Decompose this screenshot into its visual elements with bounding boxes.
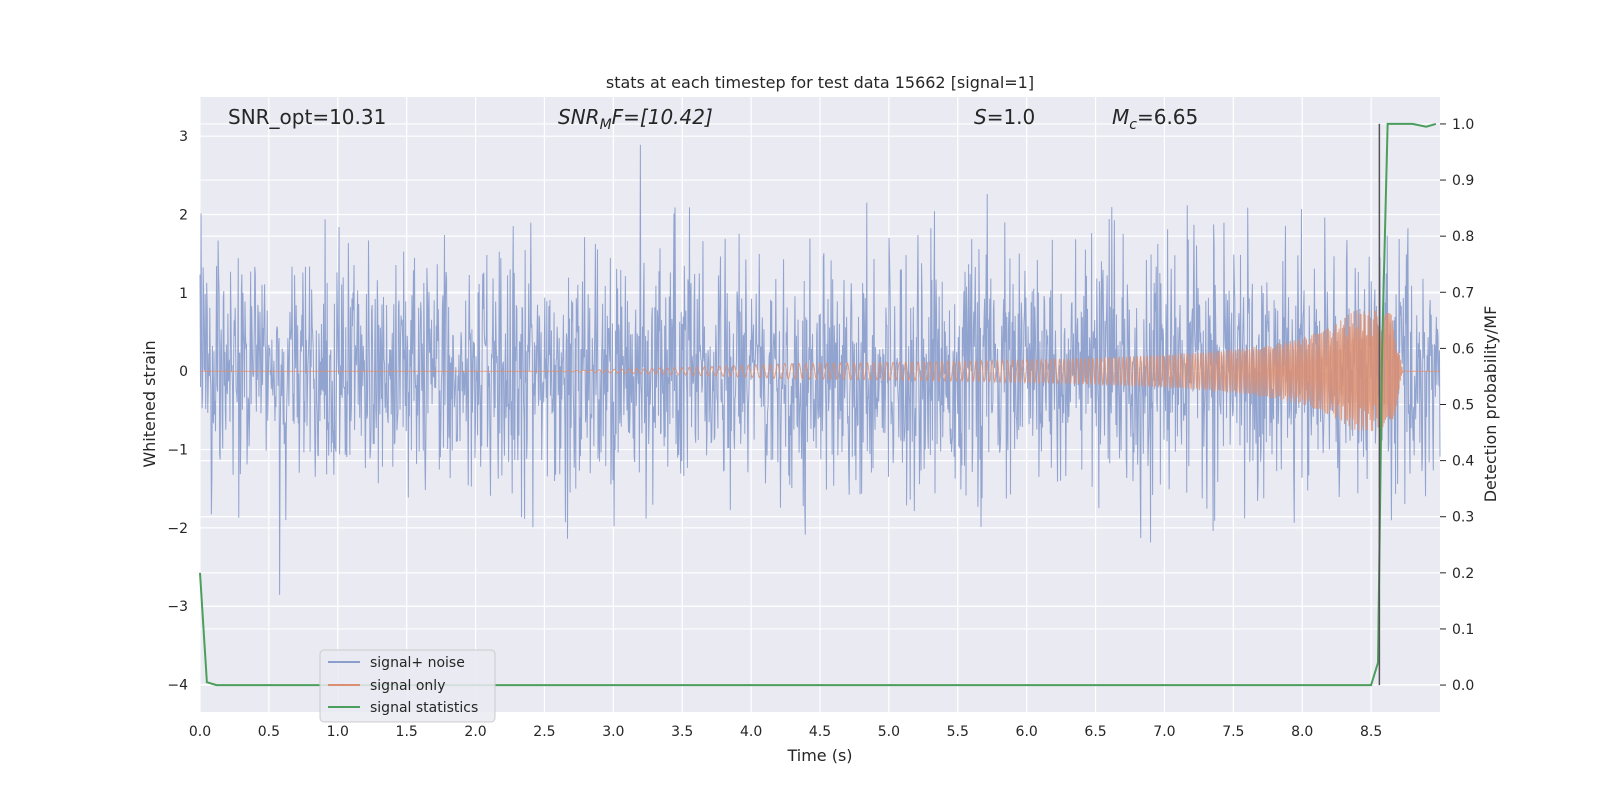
x-tick-label: 7.5 — [1222, 724, 1244, 740]
y-tick-label: 2 — [179, 208, 188, 224]
x-tick-label: 0.0 — [189, 724, 211, 740]
y2-tick-label: 0.8 — [1452, 229, 1474, 245]
s-italic: S — [974, 105, 987, 129]
y-tick-label: −1 — [167, 443, 188, 459]
x-tick-label: 8.0 — [1291, 724, 1313, 740]
y2-tick-label: 0.2 — [1452, 566, 1474, 582]
y2-tick-label: 0.0 — [1452, 678, 1474, 694]
x-tick-label: 3.0 — [602, 724, 624, 740]
x-tick-label: 3.5 — [671, 724, 693, 740]
y-ticks: 3 2 1 0 −1 −2 −3 −4 — [167, 129, 188, 693]
x-tick-label: 0.5 — [258, 724, 280, 740]
legend-label-noise: signal+ noise — [370, 655, 465, 671]
series-signal-statistics — [199, 122, 1437, 687]
y-axis-label: Whitened strain — [140, 340, 159, 467]
stats-line — [199, 122, 1437, 687]
y2-tick-label: 0.3 — [1452, 510, 1474, 526]
x-tick-label: 6.0 — [1016, 724, 1038, 740]
y-tick-label: 0 — [179, 364, 188, 380]
x-tick-label: 1.0 — [327, 724, 349, 740]
x-ticks: 0.0 0.5 1.0 1.5 2.0 2.5 3.0 3.5 4.0 4.5 5.0 5.5 6.0 6… — [189, 724, 1382, 740]
y2-axis-label: Detection probability/MF — [1481, 306, 1500, 503]
mc-rest: =6.65 — [1137, 105, 1198, 129]
y2-tick-label: 0.4 — [1452, 454, 1474, 470]
x-tick-label: 4.0 — [740, 724, 762, 740]
signal-line — [200, 310, 1440, 433]
x-tick-label: 7.0 — [1153, 724, 1175, 740]
annotation-mc: Mc=6.65 — [1112, 105, 1198, 133]
annotation-snr-opt: SNR_opt=10.31 — [228, 105, 386, 129]
y-tick-label: 3 — [179, 129, 188, 145]
x-tick-label: 1.5 — [396, 724, 418, 740]
x-tick-label: 8.5 — [1360, 724, 1382, 740]
y2-tick-label: 0.1 — [1452, 622, 1474, 638]
mc-italic: M — [1112, 105, 1129, 129]
x-axis-label: Time (s) — [786, 746, 852, 765]
y-tick-label: −3 — [167, 599, 188, 615]
x-tick-label: 5.5 — [947, 724, 969, 740]
legend: signal+ noise signal only signal statist… — [319, 649, 496, 723]
series-signal-noise — [199, 144, 1441, 595]
annotation-s: S=1.0 — [974, 105, 1035, 129]
y2-tick-label: 0.6 — [1452, 341, 1474, 357]
legend-label-signal: signal only — [370, 678, 445, 694]
annotation-snr-mf: SNRMF=[10.42] — [558, 105, 713, 133]
x-tick-label: 5.0 — [878, 724, 900, 740]
y2-tick-label: 1.0 — [1452, 117, 1474, 133]
chart-title: stats at each timestep for test data 156… — [606, 73, 1034, 92]
noise-line — [199, 144, 1441, 595]
x-tick-label: 6.5 — [1084, 724, 1106, 740]
s-rest: =1.0 — [987, 105, 1036, 129]
y-tick-label: 1 — [179, 286, 188, 302]
y2-tick-label: 0.5 — [1452, 398, 1474, 414]
x-tick-label: 4.5 — [809, 724, 831, 740]
snr-mf-rest: F=[10.42] — [612, 105, 713, 129]
y-tick-label: −4 — [167, 678, 188, 694]
y2-ticks: 1.0 0.9 0.8 0.7 0.6 0.5 0.4 0.3 0.2 0.1 0.0 — [1440, 117, 1474, 694]
x-tick-label: 2.0 — [464, 724, 486, 740]
snr-mf-sub: M — [600, 117, 612, 133]
x-tick-label: 2.5 — [533, 724, 555, 740]
y-tick-label: −2 — [167, 521, 188, 537]
y2-tick-label: 0.9 — [1452, 173, 1474, 189]
series-signal-only — [200, 310, 1440, 433]
snr-mf-base: SNR — [558, 105, 600, 129]
mc-sub: c — [1129, 117, 1137, 133]
legend-box — [319, 649, 496, 723]
legend-label-stats: signal statistics — [370, 700, 478, 716]
y2-tick-label: 0.7 — [1452, 285, 1474, 301]
